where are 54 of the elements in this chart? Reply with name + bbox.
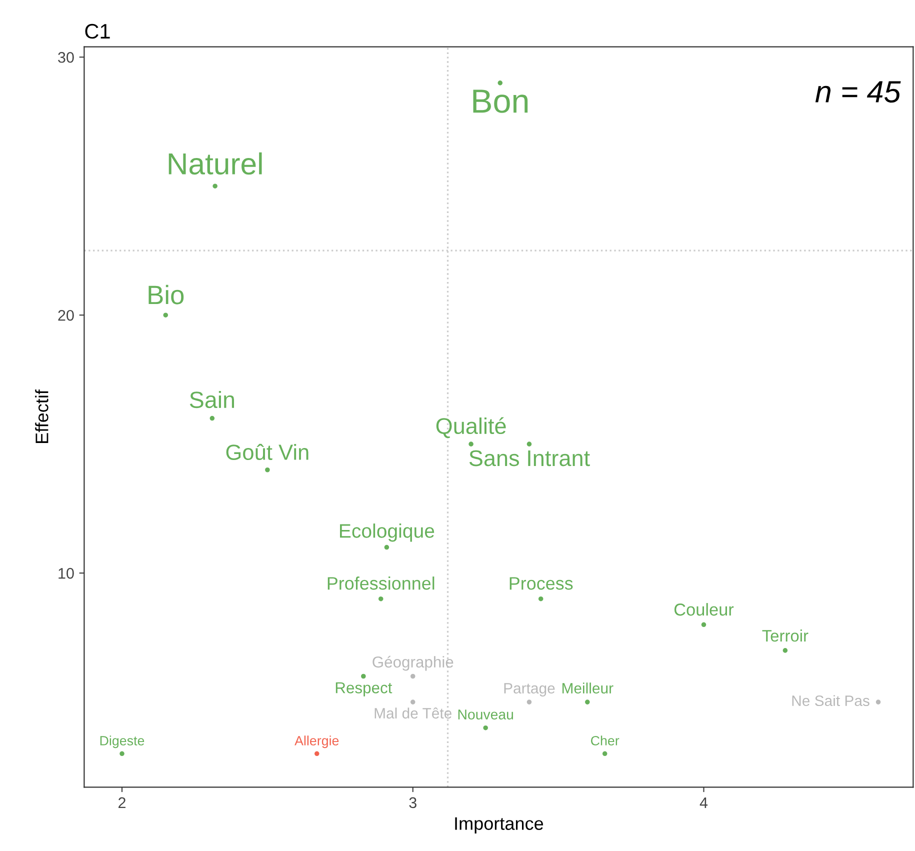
point [701,622,706,628]
annotation: Process [510,577,573,590]
point [538,596,544,602]
annotation: Naturel [168,152,262,175]
point [526,700,532,704]
point [584,700,590,704]
point [314,751,320,756]
point [265,467,270,472]
annotation: Bon [473,90,528,113]
annotation: Allergie [294,736,339,748]
point [163,312,168,318]
annotation: Digeste [100,736,144,748]
point [410,700,416,704]
annotation: Meilleur [562,682,614,694]
chart-title: C1 [85,24,110,39]
point [782,648,788,653]
point [876,700,881,704]
y-axis-title: Effectif [35,390,48,443]
x-tick-label: 2 [118,797,126,808]
point [210,416,215,421]
point [526,442,532,446]
annotation: Nouveau [458,710,513,720]
y-tick-label: 30 [58,52,74,63]
annotation: Ecologique [340,524,434,542]
annotation: Géographie [372,656,454,671]
y-tick-label: 10 [58,568,74,579]
point [384,544,390,550]
annotation: Cher [591,736,620,746]
annotation: Sain [190,390,234,408]
annotation: n = 45 [815,81,901,103]
x-tick-label: 4 [700,797,708,808]
point [212,184,218,189]
point [498,80,503,86]
point [468,442,474,446]
annotation: Qualité [436,417,506,438]
annotation: Couleur [674,603,734,616]
annotation: Partage [504,683,555,696]
point [483,725,488,730]
annotation: Ne Sait Pas [792,695,870,706]
annotation: Bio [148,284,184,304]
x-axis-title: Importance [455,817,544,834]
annotation: Terroir [762,630,808,642]
point [120,751,124,756]
annotation: Professionnel [328,576,434,590]
x-tick-label: 3 [409,797,416,808]
annotation: Goût Vin [226,444,308,460]
annotation: Respect [336,682,392,696]
point [410,674,416,679]
y-tick-label: 20 [58,310,74,321]
point [378,596,384,602]
annotation: Mal de Tête [374,708,452,719]
point [361,674,366,679]
annotation: Sans Intrant [469,450,590,466]
point [602,751,608,756]
